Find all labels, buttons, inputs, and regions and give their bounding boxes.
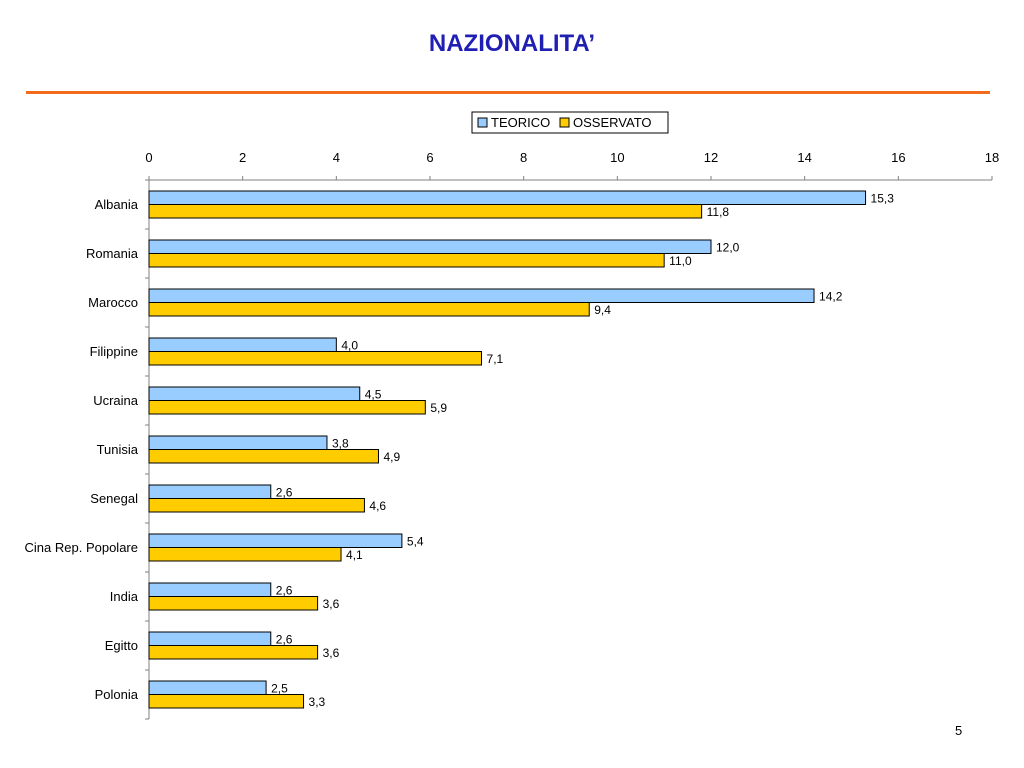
bar-teorico <box>148 337 337 352</box>
bar-osservato <box>148 449 379 464</box>
category-label: Romania <box>86 246 139 261</box>
x-tick-label: 10 <box>610 150 624 165</box>
data-label: 5,4 <box>407 535 424 549</box>
bar-teorico <box>148 190 867 205</box>
bar-osservato <box>148 351 483 366</box>
x-axis: 0 2 4 6 8 10 12 14 16 18 <box>145 150 999 181</box>
bar-osservato <box>148 302 590 317</box>
category-axis: Albania Romania Marocco Filippine Ucraina Tun… <box>25 179 150 720</box>
data-label: 4,5 <box>365 388 382 402</box>
category-label: Ucraina <box>93 393 139 408</box>
category-label: Filippine <box>90 344 138 359</box>
data-label: 2,6 <box>276 633 293 647</box>
x-tick-label: 6 <box>426 150 433 165</box>
category-label: Albania <box>95 197 139 212</box>
data-label: 4,6 <box>369 499 386 513</box>
category-label: India <box>110 589 139 604</box>
x-tick-label: 12 <box>704 150 718 165</box>
bar-osservato <box>148 400 426 415</box>
bar-teorico <box>148 680 267 695</box>
legend-box <box>471 111 669 134</box>
data-label: 9,4 <box>594 303 611 317</box>
data-label: 11,8 <box>707 205 730 219</box>
data-label: 5,9 <box>430 401 447 415</box>
data-label: 11,0 <box>669 254 692 268</box>
category-label: Tunisia <box>97 442 139 457</box>
data-label: 2,5 <box>271 682 288 696</box>
title-divider <box>26 91 990 94</box>
x-tick-label: 8 <box>520 150 527 165</box>
page-title: NAZIONALITA’ <box>428 30 596 57</box>
bar-teorico <box>148 631 272 646</box>
category-label: Marocco <box>88 295 138 310</box>
category-label: Egitto <box>105 638 138 653</box>
page-number: 5 <box>955 723 963 738</box>
bar-teorico <box>148 386 361 401</box>
data-label: 2,6 <box>276 486 293 500</box>
x-tick-label: 16 <box>891 150 905 165</box>
bar-teorico <box>148 288 815 303</box>
data-label: 3,8 <box>332 437 349 451</box>
bar-osservato <box>148 253 665 268</box>
bar-teorico <box>148 533 403 548</box>
bar-series <box>148 190 867 709</box>
legend-swatch <box>477 117 488 128</box>
x-tick-label: 2 <box>239 150 246 165</box>
chart-legend: TEORICO OSSERVATO <box>471 111 669 134</box>
bar-teorico <box>148 239 712 254</box>
bar-teorico <box>148 582 272 597</box>
data-label: 4,1 <box>346 548 363 562</box>
bar-osservato <box>148 645 319 660</box>
category-label: Cina Rep. Popolare <box>25 540 138 555</box>
legend-label: OSSERVATO <box>573 115 652 130</box>
bar-teorico <box>148 484 272 499</box>
category-label: Senegal <box>90 491 138 506</box>
data-label: 7,1 <box>487 352 504 366</box>
data-label: 4,0 <box>341 339 358 353</box>
bar-osservato <box>148 204 703 219</box>
data-label: 12,0 <box>716 241 740 255</box>
bar-osservato <box>148 547 342 562</box>
data-label: 3,3 <box>309 695 326 709</box>
legend-label: TEORICO <box>491 115 550 130</box>
category-label: Polonia <box>95 687 139 702</box>
bar-osservato <box>148 596 319 611</box>
data-label: 15,3 <box>871 192 895 206</box>
data-label: 3,6 <box>323 646 340 660</box>
data-label: 4,9 <box>383 450 400 464</box>
data-label: 14,2 <box>819 290 843 304</box>
legend-swatch <box>559 117 570 128</box>
bar-teorico <box>148 435 328 450</box>
data-label: 2,6 <box>276 584 293 598</box>
x-tick-label: 0 <box>145 150 152 165</box>
x-tick-label: 18 <box>985 150 999 165</box>
x-tick-label: 14 <box>797 150 811 165</box>
bar-osservato <box>148 694 305 709</box>
x-tick-label: 4 <box>333 150 340 165</box>
data-labels: 15,3 11,8 12,0 11,0 14,2 9,4 4,0 7,1 4,5 5,9 3,8 4,… <box>271 192 894 710</box>
bar-osservato <box>148 498 365 513</box>
data-label: 3,6 <box>323 597 340 611</box>
